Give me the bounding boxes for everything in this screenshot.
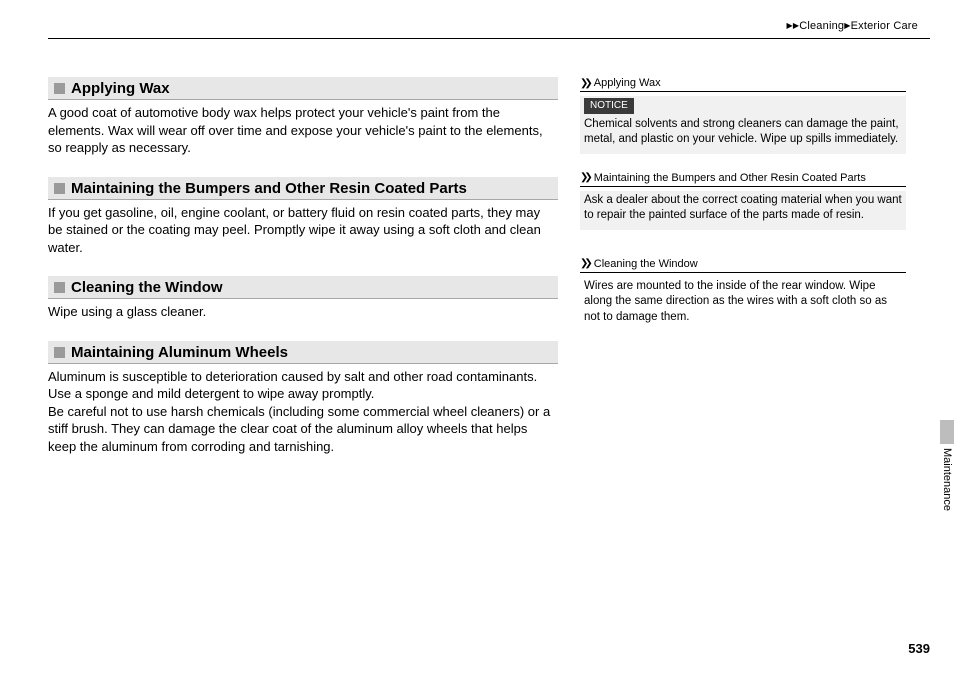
section-heading-wax: Applying Wax <box>48 77 558 100</box>
section-heading-wheels: Maintaining Aluminum Wheels <box>48 341 558 364</box>
divider <box>48 38 930 39</box>
chevron-right-icon: ▶▶ <box>786 21 799 30</box>
breadcrumb: ▶▶Cleaning▶Exterior Care <box>48 20 930 38</box>
sidebar-box-bumpers: Ask a dealer about the correct coating m… <box>580 191 906 230</box>
section-body: Wipe using a glass cleaner. <box>48 303 558 321</box>
section-body: If you get gasoline, oil, engine coolant… <box>48 204 558 257</box>
section-title: Applying Wax <box>71 80 170 97</box>
breadcrumb-a: Cleaning <box>799 20 844 32</box>
section-body: A good coat of automotive body wax helps… <box>48 104 558 157</box>
sidebar-title: Applying Wax <box>594 77 661 89</box>
page-number: 539 <box>908 641 930 656</box>
breadcrumb-b: Exterior Care <box>851 20 918 32</box>
section-heading-window: Cleaning the Window <box>48 276 558 299</box>
square-bullet-icon <box>54 282 65 293</box>
sidebar-heading-window: ❯❯ Cleaning the Window <box>580 258 906 273</box>
sidebar-column: ❯❯ Applying Wax NOTICE Chemical solvents… <box>580 77 906 476</box>
double-chevron-icon: ❯❯ <box>580 78 589 89</box>
section-title: Cleaning the Window <box>71 279 223 296</box>
notice-badge: NOTICE <box>584 98 634 114</box>
sidebar-box-wax: NOTICE Chemical solvents and strong clea… <box>580 96 906 154</box>
tab-label: Maintenance <box>941 448 954 511</box>
square-bullet-icon <box>54 347 65 358</box>
section-title: Maintaining the Bumpers and Other Resin … <box>71 180 467 197</box>
tab-block-icon <box>940 420 954 444</box>
sidebar-body: Ask a dealer about the correct coating m… <box>584 194 902 222</box>
double-chevron-icon: ❯❯ <box>580 258 589 269</box>
sidebar-title: Maintaining the Bumpers and Other Resin … <box>594 172 866 184</box>
square-bullet-icon <box>54 83 65 94</box>
main-column: Applying Wax A good coat of automotive b… <box>48 77 558 476</box>
sidebar-body: Chemical solvents and strong cleaners ca… <box>584 118 899 146</box>
sidebar-box-window: Wires are mounted to the inside of the r… <box>580 277 906 332</box>
section-body: Aluminum is susceptible to deterioration… <box>48 368 558 456</box>
double-chevron-icon: ❯❯ <box>580 172 589 183</box>
section-heading-bumpers: Maintaining the Bumpers and Other Resin … <box>48 177 558 200</box>
sidebar-body: Wires are mounted to the inside of the r… <box>584 280 887 323</box>
section-title: Maintaining Aluminum Wheels <box>71 344 288 361</box>
square-bullet-icon <box>54 183 65 194</box>
sidebar-heading-wax: ❯❯ Applying Wax <box>580 77 906 92</box>
sidebar-title: Cleaning the Window <box>594 258 698 270</box>
sidebar-heading-bumpers: ❯❯ Maintaining the Bumpers and Other Res… <box>580 172 906 187</box>
edge-tab: Maintenance <box>932 420 954 520</box>
